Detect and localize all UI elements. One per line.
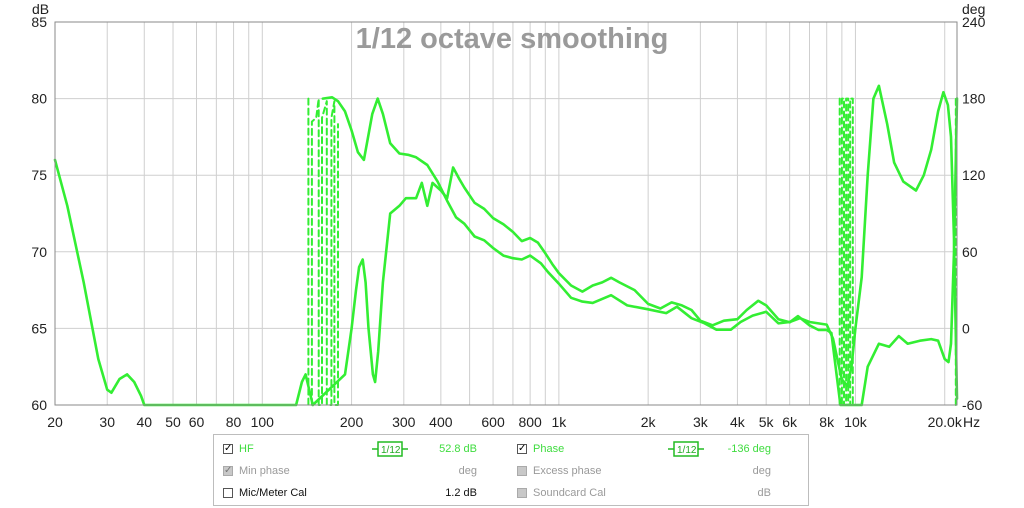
y-left-tick-label: 65 <box>31 320 47 336</box>
excess-phase-label: Excess phase <box>533 465 602 477</box>
mic-meter-cal-label: Mic/Meter Cal <box>239 487 307 499</box>
y-right-tick-label: 240 <box>962 14 986 30</box>
plot-frame <box>54 21 958 406</box>
phase-checkbox[interactable]: ✓ <box>517 443 527 454</box>
hf-smoothing-control[interactable]: 1/12 <box>372 441 408 457</box>
legend-row-mic-cal: Mic/Meter Cal 1.2 dB Soundcard Cal dB <box>214 483 810 503</box>
x-axis-unit: Hz <box>963 414 980 430</box>
left-axis-unit: dB <box>32 1 49 17</box>
x-tick-label: 80 <box>226 414 242 430</box>
frequency-response-chart: 20 30 40 50 60 80 100 200 300 400 600 800 1k 2k 3k 4k 5k… <box>31 1 985 430</box>
soundcard-cal-value: dB <box>757 487 771 499</box>
series-line-phase <box>321 84 959 400</box>
x-tick-label: 20 <box>47 414 63 430</box>
min-phase-value: deg <box>458 465 477 477</box>
y-left-tick-label: 85 <box>31 14 47 30</box>
hf-label: HF <box>239 443 254 455</box>
x-tick-label: 600 <box>481 414 505 430</box>
soundcard-cal-label: Soundcard Cal <box>533 487 606 499</box>
y-left-tick-label: 80 <box>31 91 47 107</box>
x-tick-label: 50 <box>165 414 181 430</box>
x-tick-label: 200 <box>340 414 364 430</box>
legend-row-hf: ✓ HF 1/12 52.8 dB ✓ Phase 1/12 -136 deg <box>214 439 810 459</box>
x-tick-label: 5k <box>759 414 775 430</box>
phase-smoothing-control[interactable]: 1/12 <box>668 441 704 457</box>
min-phase-label: Min phase <box>239 465 290 477</box>
y-left-tick-label: 60 <box>31 397 47 413</box>
soundcard-cal-checkbox[interactable] <box>517 488 527 498</box>
y-right-tick-label: 0 <box>962 320 970 336</box>
right-axis-unit: deg <box>962 1 985 17</box>
phase-value: -136 deg <box>727 443 771 455</box>
x-tick-label: 20.0k <box>928 414 963 430</box>
y-right-tick-label: 180 <box>962 91 986 107</box>
hf-value: 52.8 dB <box>439 443 477 455</box>
x-tick-label: 4k <box>730 414 746 430</box>
x-tick-label: 100 <box>251 414 275 430</box>
excess-phase-checkbox[interactable] <box>517 466 527 476</box>
chart-curves <box>53 84 959 407</box>
x-tick-label: 1k <box>551 414 567 430</box>
y-right-tick-label: 120 <box>962 167 986 183</box>
hf-checkbox[interactable]: ✓ <box>223 443 233 454</box>
hf-smoothing-label: 1/12 <box>381 445 401 456</box>
series-line-hf <box>53 97 959 407</box>
x-tick-label: 8k <box>819 414 835 430</box>
phase-smoothing-label: 1/12 <box>677 445 697 456</box>
x-tick-label: 10k <box>844 414 868 430</box>
mic-meter-cal-value: 1.2 dB <box>445 487 477 499</box>
series-line-phase-wraps <box>307 97 339 406</box>
chart-title: 1/12 octave smoothing <box>356 23 669 55</box>
phase-label: Phase <box>533 443 565 455</box>
x-tick-label: 30 <box>99 414 115 430</box>
x-tick-label: 60 <box>189 414 205 430</box>
x-tick-label: 2k <box>641 414 657 430</box>
x-tick-label: 40 <box>136 414 152 430</box>
mic-meter-cal-checkbox[interactable] <box>223 488 233 498</box>
chart-axes: 20 30 40 50 60 80 100 200 300 400 600 800 1k 2k 3k 4k 5k… <box>31 14 985 430</box>
y-right-tick-label: -60 <box>962 397 982 413</box>
y-right-tick-label: 60 <box>962 244 978 260</box>
x-tick-label: 3k <box>693 414 709 430</box>
chart-grid <box>55 21 957 406</box>
legend-panel: ✓ HF 1/12 52.8 dB ✓ Phase 1/12 -136 deg … <box>213 434 809 506</box>
series-line-phase-wraps-high <box>838 97 854 406</box>
y-left-tick-label: 70 <box>31 244 47 260</box>
y-left-tick-label: 75 <box>31 167 47 183</box>
min-phase-checkbox[interactable]: ✓ <box>223 465 233 476</box>
x-tick-label: 400 <box>429 414 453 430</box>
x-tick-label: 800 <box>518 414 542 430</box>
x-tick-label: 300 <box>392 414 416 430</box>
x-tick-label: 6k <box>782 414 798 430</box>
legend-row-min-phase: ✓ Min phase deg Excess phase deg <box>214 461 810 481</box>
excess-phase-value: deg <box>752 465 771 477</box>
